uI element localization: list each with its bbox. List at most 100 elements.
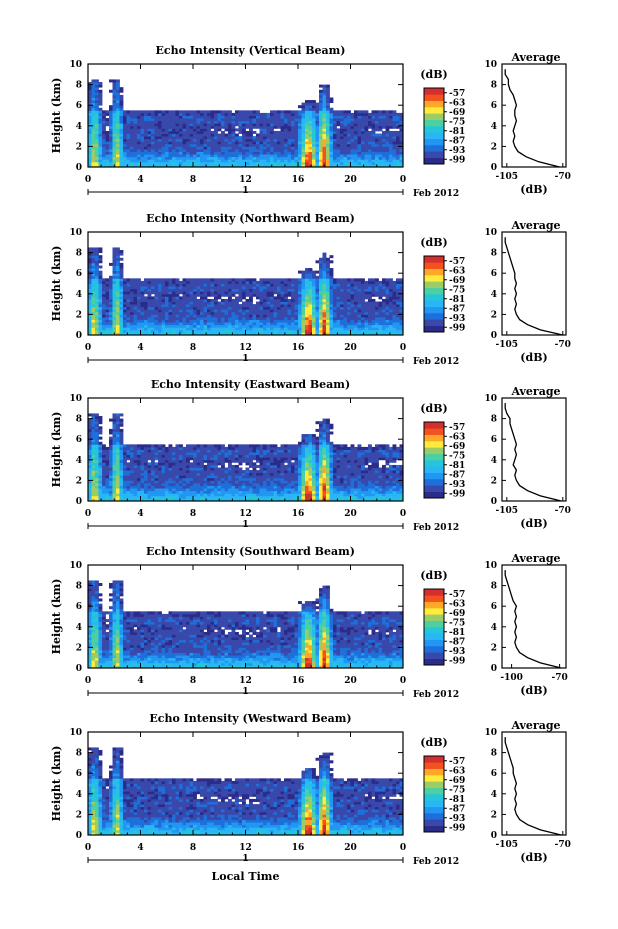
heatmap-cell	[308, 136, 313, 140]
heatmap-cell	[333, 298, 337, 302]
heatmap-cell	[357, 322, 362, 326]
heatmap-cell	[389, 322, 393, 326]
heatmap-cell	[333, 148, 337, 152]
heatmap-cell	[312, 322, 316, 326]
heatmap-cell	[154, 485, 159, 489]
heatmap-cell	[154, 462, 159, 466]
heatmap-cell	[123, 454, 127, 458]
heatmap-cell	[182, 110, 187, 114]
heatmap-cell	[91, 92, 96, 96]
heatmap-cell	[109, 482, 113, 486]
heatmap-cell	[336, 291, 341, 295]
heatmap-cell	[95, 143, 99, 147]
heatmap-cell	[98, 164, 103, 168]
heatmap-cell	[168, 324, 173, 328]
heatmap-cell	[161, 464, 166, 468]
heatmap-cell	[161, 120, 166, 124]
heatmap-cell	[88, 493, 92, 497]
heatmap-cell	[207, 332, 211, 336]
heatmap-cell	[259, 329, 264, 333]
heatmap-cell	[200, 286, 204, 290]
heatmap-cell	[154, 490, 159, 494]
heatmap-cell	[259, 280, 264, 284]
heatmap-cell	[88, 418, 92, 422]
heatmap-cell	[168, 154, 173, 158]
heatmap-cell	[123, 133, 127, 137]
heatmap-cell	[322, 301, 327, 305]
heatmap-cell	[368, 120, 372, 124]
heatmap-cell	[308, 100, 313, 104]
heatmap-cell	[312, 283, 316, 287]
heatmap-cell	[175, 115, 180, 119]
heatmap-cell	[273, 314, 278, 318]
heatmap-cell	[385, 311, 390, 315]
heatmap-cell	[151, 457, 155, 461]
heatmap-cell	[375, 118, 379, 122]
heatmap-cell	[175, 112, 180, 116]
heatmap-cell	[231, 327, 236, 331]
heatmap-cell	[368, 136, 372, 140]
heatmap-cell	[294, 110, 299, 114]
heatmap-cell	[305, 304, 309, 308]
heatmap-cell	[305, 161, 309, 165]
heatmap-cell	[95, 446, 99, 450]
heatmap-cell	[329, 130, 334, 134]
heatmap-cell	[301, 304, 306, 308]
heatmap-cell	[98, 311, 103, 315]
heatmap-cell	[312, 293, 316, 297]
heatmap-cell	[126, 141, 131, 145]
heatmap-cell	[102, 291, 106, 295]
heatmap-cell	[385, 130, 390, 134]
heatmap-cell	[217, 120, 222, 124]
heatmap-cell	[357, 161, 362, 165]
heatmap-cell	[207, 314, 211, 318]
heatmap-cell	[329, 138, 334, 142]
heatmap-cell	[308, 301, 313, 305]
heatmap-cell	[151, 470, 155, 474]
heatmap-cell	[88, 477, 92, 481]
heatmap-cell	[193, 309, 197, 313]
heatmap-cell	[112, 112, 117, 116]
heatmap-cell	[322, 105, 327, 109]
heatmap-cell	[322, 87, 327, 91]
heatmap-cell	[140, 480, 145, 484]
heatmap-cell	[273, 123, 278, 127]
heatmap-cell	[322, 97, 327, 101]
heatmap-cell	[179, 161, 183, 165]
heatmap-cell	[294, 161, 299, 165]
heatmap-cell	[301, 146, 306, 150]
heatmap-cell	[147, 286, 152, 290]
heatmap-cell	[154, 480, 159, 484]
heatmap-cell	[112, 452, 117, 456]
heatmap-cell	[224, 286, 229, 290]
heatmap-cell	[368, 322, 372, 326]
heatmap-cell	[207, 286, 211, 290]
heatmap-cell	[105, 154, 110, 158]
heatmap-cell	[263, 123, 267, 127]
heatmap-cell	[154, 128, 159, 132]
heatmap-cell	[259, 164, 264, 168]
heatmap-cell	[256, 296, 260, 300]
heatmap-cell	[165, 311, 169, 315]
heatmap-cell	[357, 286, 362, 290]
heatmap-cell	[165, 462, 169, 466]
heatmap-cell	[273, 115, 278, 119]
heatmap-cell	[231, 164, 236, 168]
heatmap-cell	[147, 123, 152, 127]
heatmap-cell	[266, 151, 271, 155]
heatmap-cell	[154, 115, 159, 119]
heatmap-cell	[326, 265, 330, 269]
heatmap-cell	[137, 452, 141, 456]
heatmap-cell	[95, 472, 99, 476]
heatmap-cell	[126, 123, 131, 127]
heatmap-cell	[305, 100, 309, 104]
heatmap-cell	[315, 311, 320, 315]
heatmap-cell	[382, 123, 386, 127]
heatmap-cell	[392, 293, 397, 297]
heatmap-cell	[266, 280, 271, 284]
heatmap-cell	[319, 136, 323, 140]
heatmap-cell	[133, 148, 138, 152]
heatmap-cell	[301, 288, 306, 292]
heatmap-cell	[371, 291, 376, 295]
heatmap-cell	[312, 309, 316, 313]
